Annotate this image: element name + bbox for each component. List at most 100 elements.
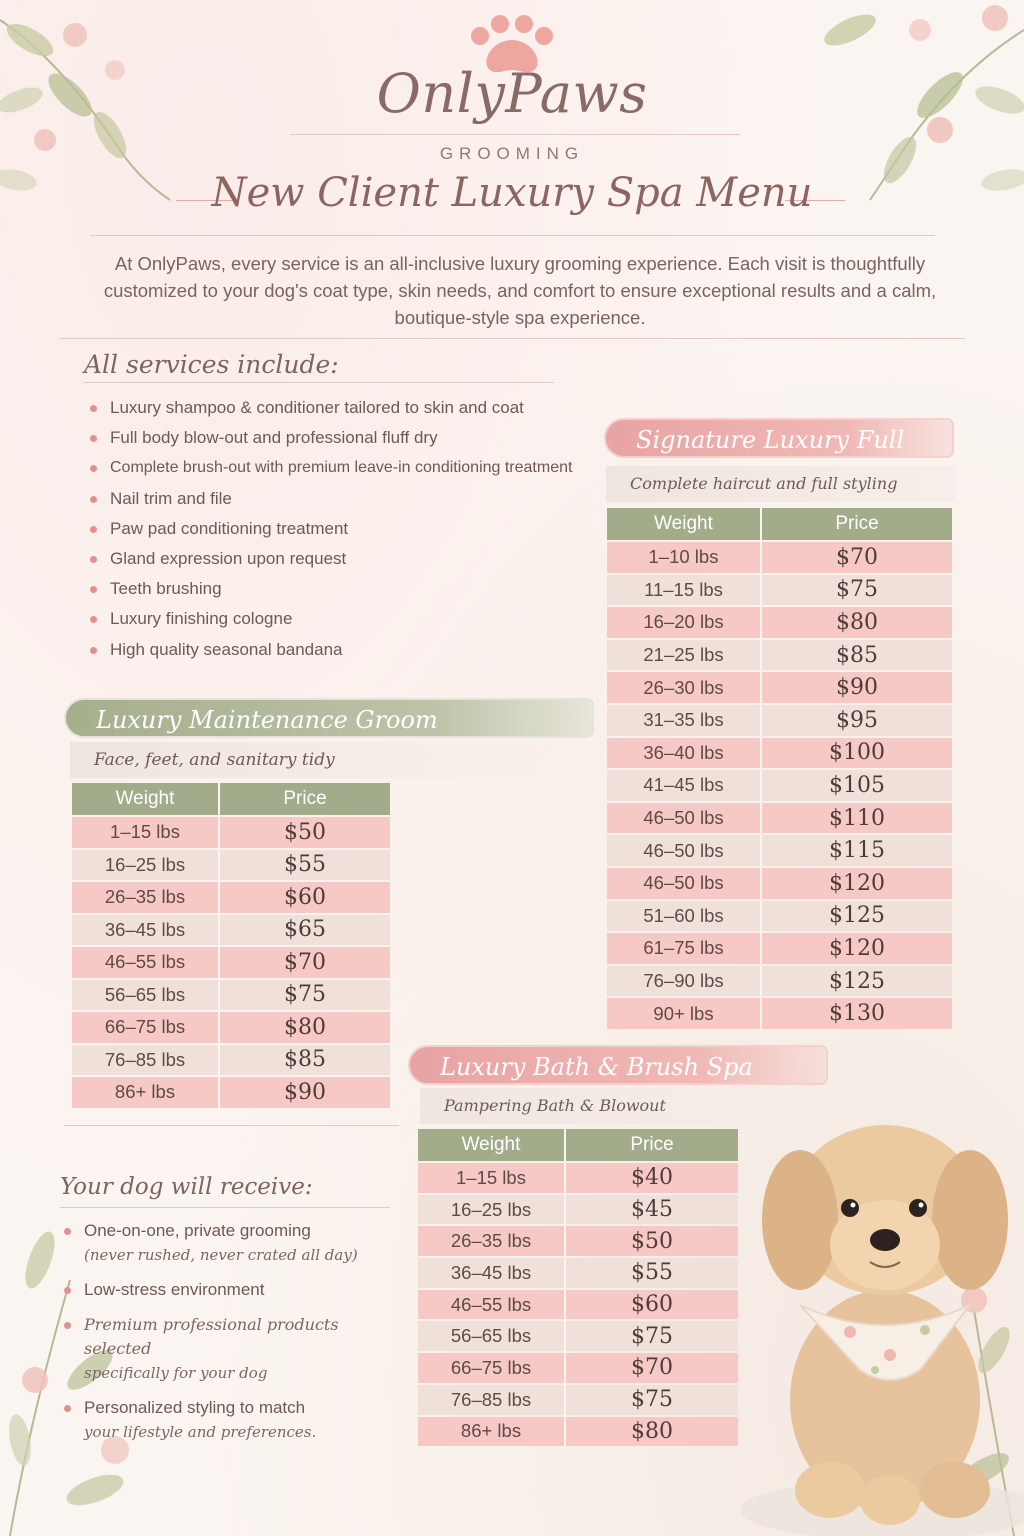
maintenance-price-table: Weight Price 1–15 lbs $50 16–25 lbs $55 26–3… xyxy=(72,781,390,1110)
table-row: 36–45 lbs $55 xyxy=(418,1258,738,1288)
table-row: 76–85 lbs $75 xyxy=(418,1384,738,1415)
table-body: 1–10 lbs $70 11–15 lbs $75 16–20 lbs $80 21–25… xyxy=(607,542,952,1029)
bath-price-table: Weight Price 1–15 lbs $40 16–25 lbs $45 26–3… xyxy=(418,1127,738,1448)
table-row: 66–75 lbs $70 xyxy=(418,1353,738,1383)
table-row: 90+ lbs $130 xyxy=(607,998,952,1029)
list-item: Low-stress environment xyxy=(64,1278,394,1302)
list-item: Nail trim and file xyxy=(90,484,610,514)
floral-corner-top-left xyxy=(0,19,171,201)
brand-tagline: GROOMING xyxy=(439,144,585,163)
table-row: 76–90 lbs $125 xyxy=(607,965,952,997)
list-item: Luxury shampoo & conditioner tailored to… xyxy=(90,393,610,423)
weight-cell: 26–35 lbs xyxy=(72,882,220,913)
weight-cell: 56–65 lbs xyxy=(418,1321,566,1352)
weight-cell: 16–25 lbs xyxy=(72,849,220,880)
column-header-price: Price xyxy=(220,783,390,815)
weight-cell: 11–15 lbs xyxy=(607,574,762,606)
price-cell: $70 xyxy=(220,947,390,978)
weight-cell: 21–25 lbs xyxy=(607,639,762,671)
list-item: Complete brush-out with premium leave-in… xyxy=(90,453,610,483)
table-row: 46–55 lbs $70 xyxy=(72,947,390,978)
bath-banner: Luxury Bath & Brush Spa xyxy=(408,1045,828,1085)
weight-cell: 90+ lbs xyxy=(607,998,762,1029)
price-cell: $95 xyxy=(762,704,952,736)
table-row: 61–75 lbs $120 xyxy=(607,933,952,964)
price-cell: $90 xyxy=(762,672,952,703)
price-cell: $75 xyxy=(220,979,390,1010)
table-row: 46–55 lbs $60 xyxy=(418,1289,738,1320)
weight-cell: 26–30 lbs xyxy=(607,672,762,703)
table-row: 86+ lbs $80 xyxy=(418,1416,738,1447)
weight-cell: 46–50 lbs xyxy=(607,802,762,834)
weight-cell: 51–60 lbs xyxy=(607,900,762,932)
paw-print-icon xyxy=(471,15,553,73)
weight-cell: 1–15 lbs xyxy=(72,817,220,848)
table-body: 1–15 lbs $50 16–25 lbs $55 26–35 lbs $60 36–45… xyxy=(72,817,390,1108)
includes-heading: All services include: xyxy=(84,350,339,379)
weight-cell: 86+ lbs xyxy=(418,1416,566,1447)
table-row: 16–25 lbs $55 xyxy=(72,849,390,880)
table-body: 1–15 lbs $40 16–25 lbs $45 26–35 lbs $50 36–45… xyxy=(418,1163,738,1447)
weight-cell: 16–20 lbs xyxy=(607,607,762,638)
floral-corner-top-right xyxy=(824,5,1024,201)
receive-heading: Your dog will receive: xyxy=(60,1174,313,1200)
table-row: 86+ lbs $90 xyxy=(72,1077,390,1108)
weight-cell: 76–85 lbs xyxy=(418,1384,566,1415)
includes-list: Luxury shampoo & conditioner tailored to… xyxy=(90,393,610,665)
column-header-price: Price xyxy=(762,508,952,540)
weight-cell: 46–55 lbs xyxy=(418,1289,566,1320)
price-cell: $55 xyxy=(566,1258,738,1288)
list-item: Teeth brushing xyxy=(90,574,610,604)
price-cell: $115 xyxy=(762,835,952,866)
table-row: 36–40 lbs $100 xyxy=(607,737,952,769)
table-row: 51–60 lbs $125 xyxy=(607,900,952,932)
weight-cell: 66–75 lbs xyxy=(72,1012,220,1043)
signature-description: Complete haircut and full styling experi… xyxy=(606,466,956,529)
weight-cell: 16–25 lbs xyxy=(418,1194,566,1225)
table-row: 1–15 lbs $50 xyxy=(72,817,390,848)
price-cell: $80 xyxy=(762,607,952,638)
weight-cell: 76–85 lbs xyxy=(72,1044,220,1075)
table-row: 16–20 lbs $80 xyxy=(607,607,952,638)
table-row: 1–15 lbs $40 xyxy=(418,1163,738,1193)
table-row: 56–65 lbs $75 xyxy=(72,979,390,1010)
price-cell: $45 xyxy=(566,1194,738,1225)
divider xyxy=(84,382,554,383)
price-cell: $120 xyxy=(762,933,952,964)
price-cell: $90 xyxy=(220,1077,390,1108)
price-cell: $110 xyxy=(762,802,952,834)
weight-cell: 46–50 lbs xyxy=(607,835,762,866)
list-item: Luxury finishing cologne xyxy=(90,604,610,634)
table-row: 46–50 lbs $115 xyxy=(607,835,952,866)
divider xyxy=(785,200,845,201)
price-cell: $75 xyxy=(762,574,952,606)
column-header-weight: Weight xyxy=(418,1129,566,1161)
table-row: 76–85 lbs $85 xyxy=(72,1044,390,1075)
table-row: 36–45 lbs $65 xyxy=(72,914,390,945)
divider xyxy=(90,235,935,236)
puppy-illustration xyxy=(740,1125,1024,1536)
table-row: 56–65 lbs $75 xyxy=(418,1321,738,1352)
price-cell: $70 xyxy=(762,542,952,573)
bath-description: Pampering Bath & Blowout xyxy=(420,1088,780,1124)
list-item: Personalized styling to match your lifest… xyxy=(64,1396,394,1444)
table-row: 66–75 lbs $80 xyxy=(72,1012,390,1043)
list-item: Paw pad conditioning treatment xyxy=(90,514,610,544)
table-row: 31–35 lbs $95 xyxy=(607,704,952,736)
weight-cell: 46–55 lbs xyxy=(72,947,220,978)
list-item: One-on-one, private grooming (never rushe… xyxy=(64,1219,394,1267)
receive-list: One-on-one, private grooming (never rushe… xyxy=(64,1219,394,1455)
price-cell: $75 xyxy=(566,1321,738,1352)
weight-cell: 56–65 lbs xyxy=(72,979,220,1010)
price-cell: $50 xyxy=(220,817,390,848)
maintenance-banner: Luxury Maintenance Groom xyxy=(64,698,594,738)
table-row: 41–45 lbs $105 xyxy=(607,770,952,801)
list-item: High quality seasonal bandana xyxy=(90,635,610,665)
price-cell: $40 xyxy=(566,1163,738,1193)
page-title: New Client Luxury Spa Menu xyxy=(211,170,813,216)
maintenance-description: Face, feet, and sanitary tidy xyxy=(70,742,590,778)
price-cell: $80 xyxy=(566,1416,738,1447)
signature-price-table: Weight Price 1–10 lbs $70 11–15 lbs $75 16–2… xyxy=(607,506,952,1031)
table-row: 26–35 lbs $50 xyxy=(418,1226,738,1257)
divider xyxy=(60,338,965,339)
